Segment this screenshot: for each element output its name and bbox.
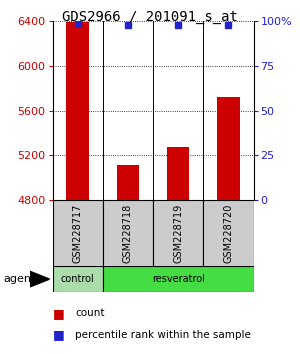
Bar [103, 266, 254, 292]
Bar [217, 97, 240, 200]
Bar [117, 165, 139, 200]
Bar [52, 200, 103, 267]
Text: ■: ■ [52, 307, 64, 320]
Text: count: count [75, 308, 104, 318]
Bar [52, 266, 103, 292]
Text: ■: ■ [52, 328, 64, 341]
Text: GSM228719: GSM228719 [173, 204, 183, 263]
Bar [167, 148, 189, 200]
Bar [103, 200, 153, 267]
Text: control: control [61, 274, 94, 284]
Text: GSM228718: GSM228718 [123, 204, 133, 263]
Polygon shape [30, 271, 50, 287]
Bar [153, 200, 203, 267]
Text: GDS2966 / 201091_s_at: GDS2966 / 201091_s_at [62, 10, 238, 24]
Text: GSM228717: GSM228717 [73, 204, 82, 263]
Bar [203, 200, 254, 267]
Text: agent: agent [3, 274, 35, 284]
Bar [66, 22, 89, 200]
Text: GSM228720: GSM228720 [224, 204, 233, 263]
Text: resveratrol: resveratrol [152, 274, 205, 284]
Text: percentile rank within the sample: percentile rank within the sample [75, 330, 251, 339]
